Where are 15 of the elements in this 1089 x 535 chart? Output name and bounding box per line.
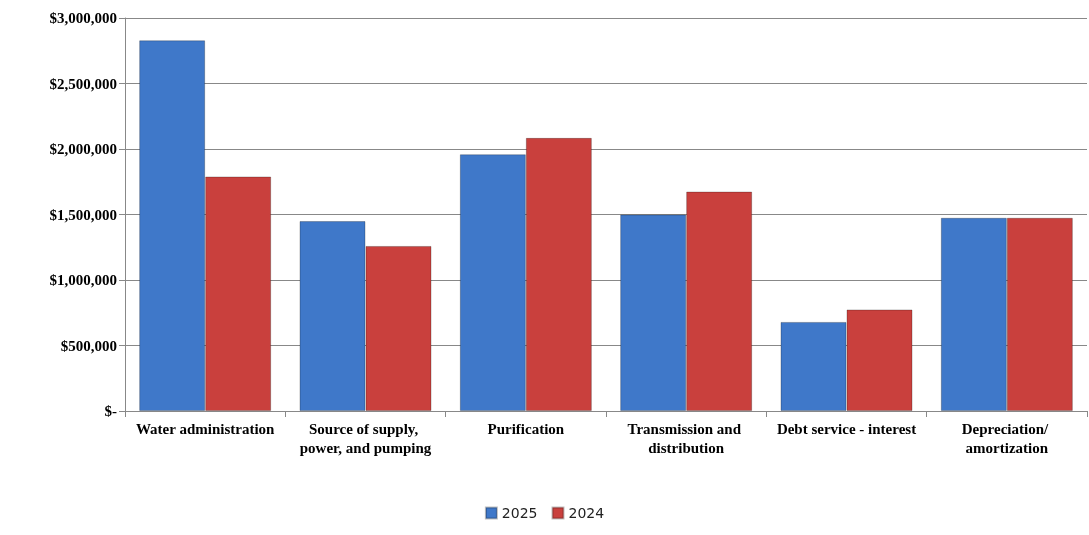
x-tick-label: Purification [487, 420, 565, 437]
y-tick-label: $3,000,000 [49, 10, 117, 26]
x-tick-label: Depreciation/ amortization [961, 420, 1052, 456]
y-tick-label: $2,000,000 [49, 141, 117, 157]
y-tick-label: $500,000 [60, 337, 117, 354]
legend-label: 2024 [568, 505, 605, 521]
legend-label: 2025 [501, 505, 538, 521]
y-tick-label: $1,500,000 [49, 206, 117, 223]
x-tick-label: Water administration [135, 420, 276, 437]
x-tick-label: Transmission and distribution [627, 420, 745, 456]
y-tick-label: $- [104, 403, 117, 419]
x-tick-label: Debt service - interest [776, 420, 917, 437]
y-tick-label: $2,500,000 [49, 75, 117, 92]
y-tick-label: $1,000,000 [49, 272, 117, 288]
x-tick-label: Source of supply, power, and pumping [299, 420, 432, 456]
